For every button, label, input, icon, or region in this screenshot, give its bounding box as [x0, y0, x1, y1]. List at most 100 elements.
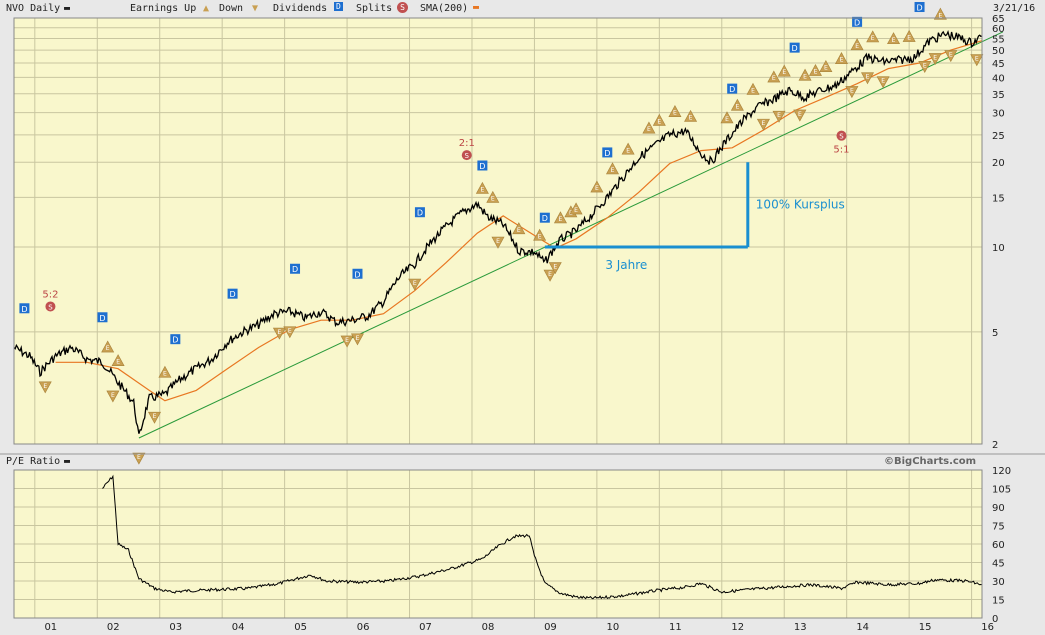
earnings-up-marker: E	[746, 82, 760, 95]
earnings-up-marker-letter: E	[689, 115, 693, 122]
earnings-up-marker: E	[553, 211, 567, 224]
dividends-label: Dividends	[273, 3, 328, 14]
split-marker-letter: S	[48, 303, 53, 311]
earnings-down-marker: E	[148, 411, 162, 424]
earnings-up-marker: E	[798, 68, 812, 81]
earnings-up-marker-letter: E	[538, 233, 542, 240]
earnings-up-marker-letter: E	[855, 43, 859, 50]
y-tick-label: 15	[992, 193, 1005, 204]
dividend-marker-box	[170, 334, 181, 345]
earnings-down-marker: E	[756, 118, 770, 131]
earnings-up-marker-letter: E	[814, 69, 818, 76]
earnings-down-marker: E	[543, 269, 557, 282]
earnings-down-marker-letter: E	[798, 111, 802, 118]
earnings-up-marker: E	[158, 365, 172, 378]
earnings-down-marker-shape	[861, 72, 875, 85]
earnings-up-marker-letter: E	[907, 35, 911, 42]
earnings-up-marker-shape	[512, 222, 526, 235]
earnings-up-marker: E	[533, 228, 547, 241]
earnings-down-marker-shape	[793, 109, 807, 122]
dividend-marker: D	[290, 263, 301, 274]
dividend-marker: D	[852, 16, 863, 27]
earnings-down-marker-letter: E	[278, 329, 282, 336]
dividend-marker-letter: D	[417, 209, 423, 218]
earnings-down-marker: E	[928, 53, 942, 66]
earnings-up-marker-shape	[621, 142, 635, 155]
earnings-up-marker: E	[720, 111, 734, 124]
pe-tick-label: 30	[992, 577, 1005, 588]
x-tick-label: 07	[419, 622, 432, 633]
dividend-marker-letter: D	[479, 162, 485, 171]
split-marker-dot	[45, 301, 56, 312]
earnings-down-marker: E	[970, 54, 984, 67]
x-tick-label: 10	[607, 622, 620, 633]
earnings-up-marker-shape	[777, 64, 791, 77]
earnings-up-marker: E	[902, 29, 916, 42]
earnings-up-marker: E	[486, 190, 500, 203]
dividend-marker-letter: D	[604, 149, 610, 158]
earnings-up-marker-letter: E	[116, 359, 120, 366]
earnings-down-marker-shape	[918, 61, 932, 73]
earnings-down-marker-letter: E	[356, 335, 360, 342]
y-tick-label: 5	[992, 328, 998, 339]
earnings-up-marker-letter: E	[871, 35, 875, 42]
dividend-marker: D	[539, 212, 550, 223]
earnings-up-marker-shape	[746, 82, 760, 95]
x-tick-label: 04	[232, 622, 245, 633]
dividend-marker: D	[602, 147, 613, 158]
earnings-down-marker-shape	[283, 326, 297, 339]
dividend-marker: D	[19, 303, 30, 314]
dividend-marker-letter: D	[542, 214, 548, 223]
earnings-up-marker: E	[834, 52, 848, 64]
earnings-down-marker: E	[861, 72, 875, 85]
x-tick-label: 03	[169, 622, 182, 633]
price-line	[13, 29, 983, 434]
earnings-down-marker-shape	[772, 110, 786, 123]
earnings-down-marker-letter: E	[153, 413, 157, 420]
earnings-down-icon: ▼	[252, 3, 259, 14]
earnings-up-marker-shape	[866, 30, 880, 43]
earnings-up-marker-letter: E	[725, 116, 729, 123]
earnings-up-marker-shape	[798, 68, 812, 81]
y-tick-label: 2	[992, 440, 998, 451]
earnings-down-marker-shape	[408, 278, 422, 291]
dividend-marker-box	[539, 212, 550, 223]
pe-line	[102, 474, 983, 600]
earnings-up-marker-letter: E	[840, 57, 844, 64]
earnings-up-marker: E	[512, 222, 526, 235]
earnings-up-marker-letter: E	[595, 185, 599, 192]
earnings-up-marker-shape	[730, 98, 744, 111]
earnings-down-marker: E	[106, 390, 120, 403]
earnings-down-marker-letter: E	[762, 120, 766, 127]
earnings-up-marker: E	[887, 32, 901, 45]
pe-tick-label: 75	[992, 522, 1005, 533]
dividend-marker-box	[414, 207, 425, 218]
earnings-up-marker: E	[819, 60, 833, 72]
dividend-marker-box	[477, 160, 488, 171]
y-tick-label: 30	[992, 109, 1005, 120]
earnings-up-marker-letter: E	[491, 195, 495, 202]
earnings-up-marker-letter: E	[626, 147, 630, 154]
dividend-marker: D	[227, 288, 238, 299]
earnings-up-marker: E	[590, 180, 604, 193]
earnings-up-marker: E	[767, 70, 781, 83]
dividend-marker-box	[19, 303, 30, 314]
pe-tick-label: 15	[992, 596, 1005, 607]
earnings-up-marker-letter: E	[106, 345, 110, 352]
y-tick-label: 50	[992, 46, 1005, 57]
earnings-down-marker: E	[38, 381, 52, 394]
earnings-up-marker: E	[111, 354, 125, 367]
dividend-marker-box	[97, 312, 108, 323]
earnings-up-marker-letter: E	[673, 110, 677, 117]
earnings-down-marker-shape	[340, 335, 354, 348]
earnings-down-marker: E	[340, 335, 354, 348]
dividend-marker-box	[727, 83, 738, 94]
pe-tick-label: 0	[992, 614, 998, 625]
earnings-up-marker-shape	[668, 105, 682, 117]
earnings-down-marker-letter: E	[881, 78, 885, 85]
earnings-up-marker: E	[621, 142, 635, 155]
x-tick-label: 02	[107, 622, 120, 633]
earnings-up-marker: E	[569, 202, 583, 215]
earnings-up-marker-letter: E	[803, 73, 807, 80]
dividend-marker-letter: D	[229, 290, 235, 299]
